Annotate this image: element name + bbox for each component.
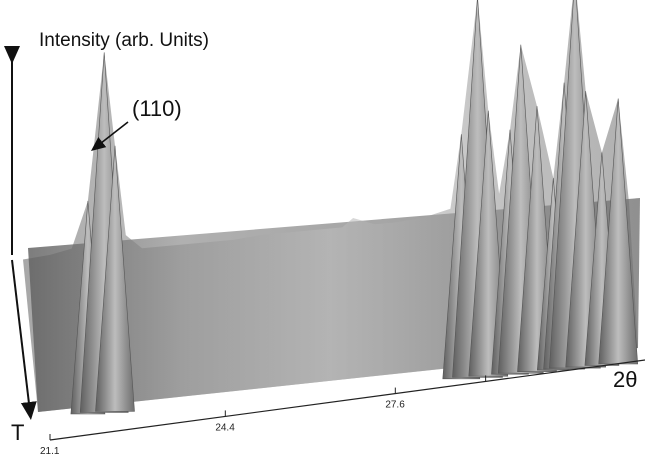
surface-layer <box>23 0 640 415</box>
temperature-axis <box>11 259 37 420</box>
x-tick-label: 21.1 <box>40 446 60 457</box>
annotation-arrow <box>90 121 129 151</box>
y-axis-label: T <box>11 420 24 445</box>
z-axis-label: Intensity (arb. Units) <box>39 30 209 51</box>
tick-layer: 21.1 24.4 27.6 <box>40 375 487 457</box>
peak-mark <box>95 145 135 412</box>
x-axis-label: 2θ <box>613 367 637 392</box>
x-tick-label: 24.4 <box>215 422 235 433</box>
two-theta-axis <box>49 359 645 441</box>
x-tick-label: 27.6 <box>385 400 405 411</box>
peak-annotation: (110) <box>132 96 182 121</box>
